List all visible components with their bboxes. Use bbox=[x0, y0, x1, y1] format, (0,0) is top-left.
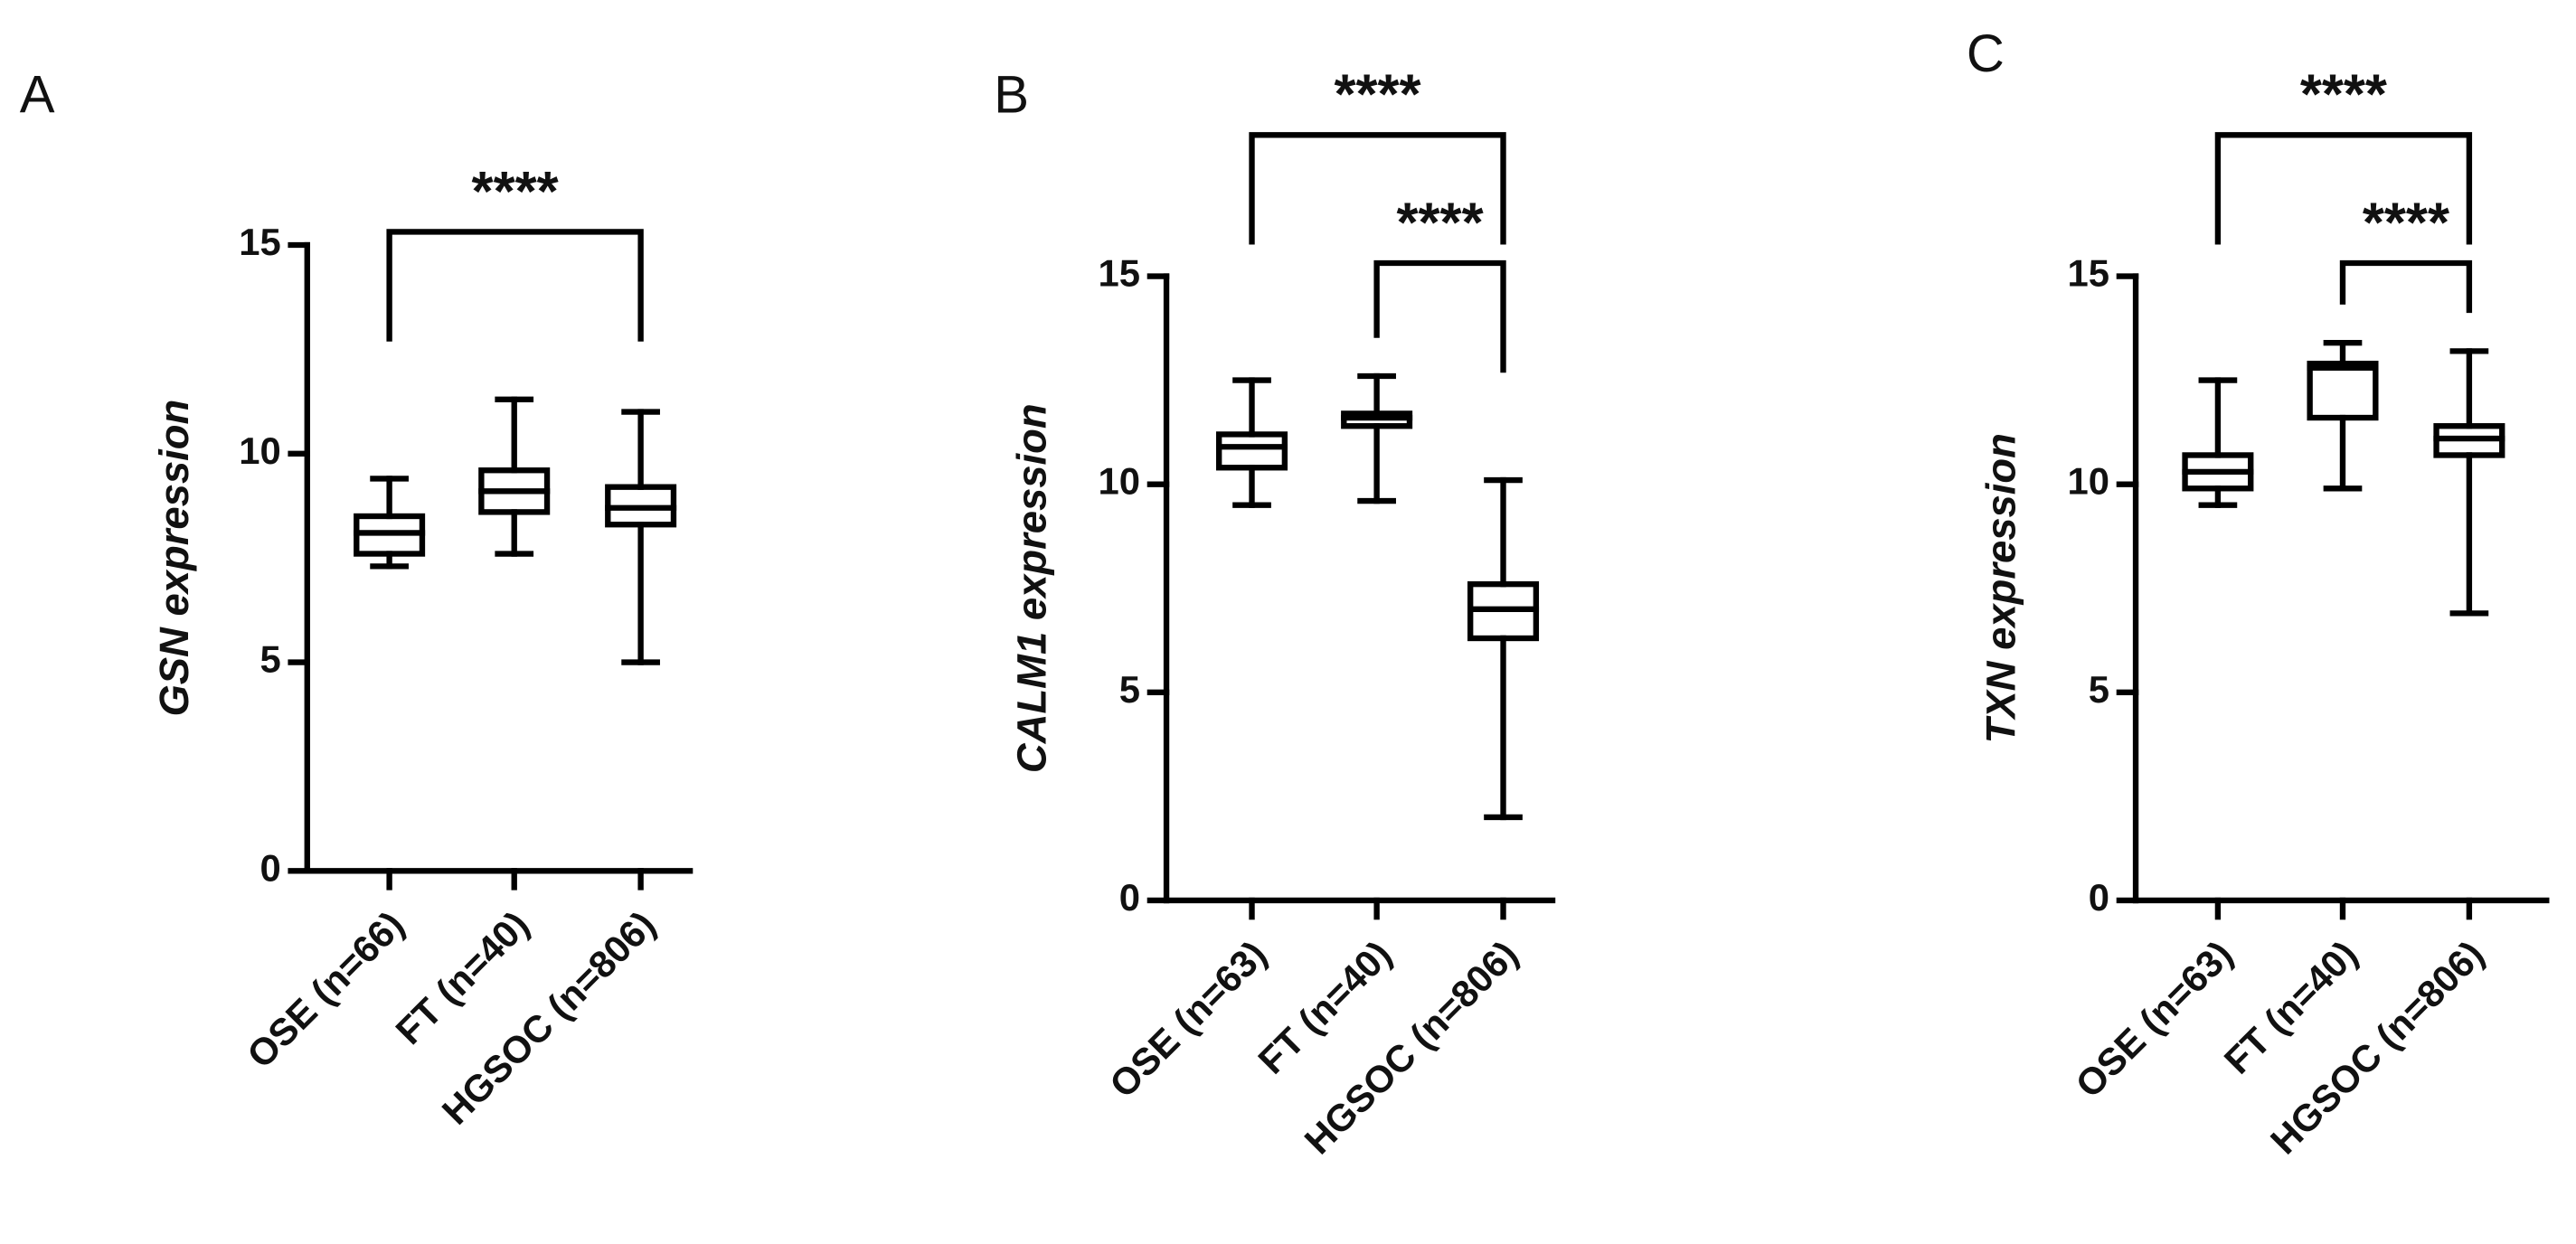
x-tick-label: HGSOC (n=806) bbox=[1297, 932, 1526, 1162]
box bbox=[2307, 361, 2379, 421]
y-tick-label: 15 bbox=[239, 221, 280, 263]
x-tick-label: HGSOC (n=806) bbox=[434, 903, 664, 1133]
x-tick-label: OSE (n=63) bbox=[1101, 932, 1275, 1106]
significance-label: **** bbox=[2363, 192, 2449, 254]
significance-label: **** bbox=[472, 161, 559, 223]
y-tick-label: 0 bbox=[2089, 876, 2109, 919]
y-tick-label: 5 bbox=[1119, 668, 1140, 711]
y-tick-label: 0 bbox=[259, 846, 280, 889]
y-tick-label: 15 bbox=[2067, 252, 2109, 295]
box bbox=[1216, 431, 1288, 471]
x-tick-label: HGSOC (n=806) bbox=[2262, 932, 2492, 1162]
y-tick-label: 10 bbox=[1098, 460, 1139, 503]
panel-label: C bbox=[1967, 24, 2005, 83]
y-axis-label: CALM1 expression bbox=[1009, 403, 1055, 773]
y-tick-label: 10 bbox=[239, 429, 280, 472]
significance-bracket bbox=[1373, 259, 1506, 373]
y-tick-label: 15 bbox=[1098, 252, 1139, 295]
panel-label: B bbox=[994, 66, 1029, 125]
significance-bracket bbox=[2339, 259, 2473, 314]
x-tick-label: OSE (n=63) bbox=[2067, 932, 2241, 1106]
x-tick-label: OSE (n=66) bbox=[239, 903, 412, 1077]
y-axis-label: TXN expression bbox=[1978, 433, 2024, 743]
significance-bracket bbox=[386, 229, 644, 342]
significance-bracket bbox=[1249, 132, 1506, 245]
y-tick-label: 5 bbox=[259, 638, 280, 681]
y-tick-label: 5 bbox=[2089, 668, 2109, 711]
panel-label: A bbox=[20, 66, 55, 125]
significance-label: **** bbox=[1334, 64, 1420, 127]
significance-bracket bbox=[2214, 132, 2473, 245]
significance-label: **** bbox=[2300, 64, 2387, 127]
y-axis-label: GSN expression bbox=[151, 400, 197, 717]
y-tick-label: 0 bbox=[1119, 876, 1140, 919]
y-tick-label: 10 bbox=[2067, 460, 2109, 503]
significance-label: **** bbox=[1396, 192, 1483, 254]
